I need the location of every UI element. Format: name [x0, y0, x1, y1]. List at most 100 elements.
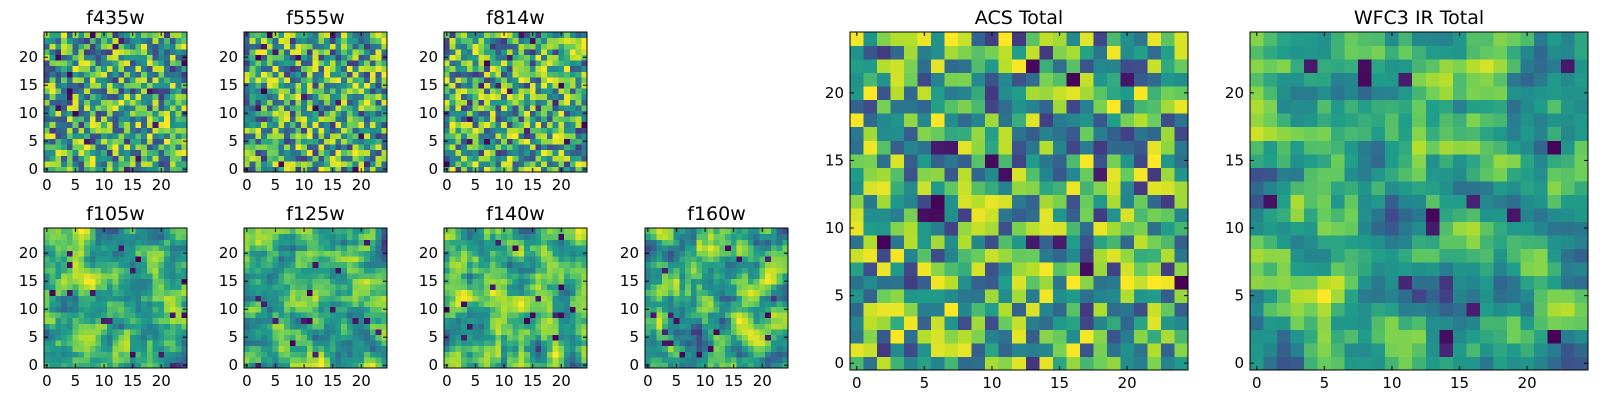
- heatmap-cell: [164, 93, 171, 100]
- heatmap-cell: [152, 149, 159, 156]
- heatmap-cell: [261, 300, 268, 307]
- heatmap-cell: [564, 138, 571, 145]
- heatmap-cell: [518, 149, 525, 156]
- heatmap-cell: [1093, 356, 1108, 371]
- heatmap-cell: [904, 302, 919, 317]
- heatmap-cell: [541, 317, 548, 324]
- heatmap-cell: [295, 104, 302, 111]
- heatmap-cell: [346, 104, 354, 111]
- heatmap-cell: [381, 116, 388, 123]
- heatmap-cell: [541, 71, 548, 78]
- heatmap-cell: [49, 127, 57, 134]
- heatmap-cell: [249, 239, 257, 246]
- heatmap-cell: [352, 239, 359, 246]
- heatmap-cell: [656, 334, 663, 341]
- heatmap-cell: [472, 317, 479, 324]
- heatmap-cell: [66, 93, 74, 100]
- heatmap-cell: [455, 121, 462, 128]
- heatmap-cell: [546, 323, 554, 330]
- heatmap-cell: [112, 323, 119, 330]
- heatmap-cell: [506, 295, 514, 302]
- heatmap-cell: [667, 250, 675, 257]
- heatmap-cell: [506, 312, 514, 319]
- heatmap-cell: [747, 256, 755, 263]
- heatmap-cell: [164, 60, 171, 67]
- heatmap-cell: [541, 289, 548, 296]
- y-tick-label: 20: [219, 244, 238, 262]
- heatmap-cell: [770, 356, 778, 363]
- heatmap-cell: [112, 267, 119, 274]
- heatmap-cell: [44, 239, 51, 246]
- heatmap-cell: [478, 278, 485, 285]
- heatmap-cell: [249, 48, 257, 55]
- heatmap-cell: [541, 116, 548, 123]
- heatmap-cell: [266, 244, 274, 251]
- heatmap-cell: [679, 351, 686, 358]
- heatmap-cell: [569, 127, 577, 134]
- heatmap-cell: [546, 48, 554, 55]
- heatmap-cell: [141, 138, 148, 145]
- heatmap-cell: [346, 328, 354, 335]
- heatmap-cell: [346, 144, 354, 151]
- heatmap-cell: [1039, 234, 1054, 249]
- heatmap-cell: [124, 48, 131, 55]
- heatmap-cell: [152, 261, 159, 268]
- heatmap-cell: [375, 345, 382, 352]
- heatmap-cell: [506, 362, 514, 369]
- heatmap-cell: [489, 233, 497, 240]
- heatmap-cell: [112, 104, 119, 111]
- heatmap-cell: [742, 272, 749, 279]
- heatmap-cell: [747, 312, 755, 319]
- heatmap-cell: [284, 60, 291, 67]
- heatmap-cell: [375, 104, 382, 111]
- heatmap-cell: [261, 233, 268, 240]
- heatmap-cell: [146, 116, 154, 123]
- heatmap-cell: [524, 300, 531, 307]
- heatmap-cell: [546, 256, 554, 263]
- heatmap-cell: [124, 54, 131, 61]
- heatmap-cell: [524, 116, 531, 123]
- heatmap-cell: [95, 289, 102, 296]
- heatmap-cell: [89, 144, 97, 151]
- heatmap-cell: [1174, 342, 1189, 358]
- heatmap-cell: [455, 65, 462, 72]
- heatmap-cell: [685, 256, 692, 263]
- heatmap-cell: [124, 76, 131, 83]
- heatmap-cell: [95, 272, 102, 279]
- heatmap-cell: [917, 288, 932, 303]
- heatmap-cell: [135, 284, 142, 291]
- heatmap-cell: [1147, 261, 1162, 276]
- heatmap-cell: [736, 278, 743, 285]
- heatmap-cell: [301, 340, 308, 347]
- heatmap-cell: [472, 37, 479, 44]
- heatmap-cell: [124, 60, 131, 67]
- heatmap-cell: [506, 300, 514, 307]
- heatmap-cell: [146, 60, 154, 67]
- heatmap-cell: [106, 127, 114, 134]
- heatmap-cell: [719, 356, 726, 363]
- heatmap-cell: [72, 99, 79, 106]
- heatmap-cell: [44, 155, 51, 162]
- heatmap-cell: [158, 48, 165, 55]
- heatmap-cell: [690, 334, 698, 341]
- heatmap-cell: [301, 300, 308, 307]
- heatmap-cell: [78, 278, 85, 285]
- heatmap-cell: [175, 317, 182, 324]
- heatmap-cell: [765, 312, 772, 319]
- heatmap-cell: [472, 121, 479, 128]
- heatmap-cell: [535, 334, 542, 341]
- heatmap-cell: [89, 104, 97, 111]
- heatmap-cell: [753, 351, 760, 358]
- heatmap-cell: [61, 88, 68, 95]
- heatmap-cell: [61, 300, 68, 307]
- x-tick-label: 0: [42, 372, 52, 390]
- heatmap-cell: [753, 233, 760, 240]
- heatmap-cell: [524, 295, 531, 302]
- heatmap-cell: [546, 104, 554, 111]
- heatmap-cell: [512, 261, 519, 268]
- heatmap-cell: [306, 272, 314, 279]
- heatmap-cell: [352, 127, 359, 134]
- heatmap-cell: [84, 295, 91, 302]
- heatmap-cell: [324, 160, 331, 167]
- heatmap-cell: [272, 43, 279, 50]
